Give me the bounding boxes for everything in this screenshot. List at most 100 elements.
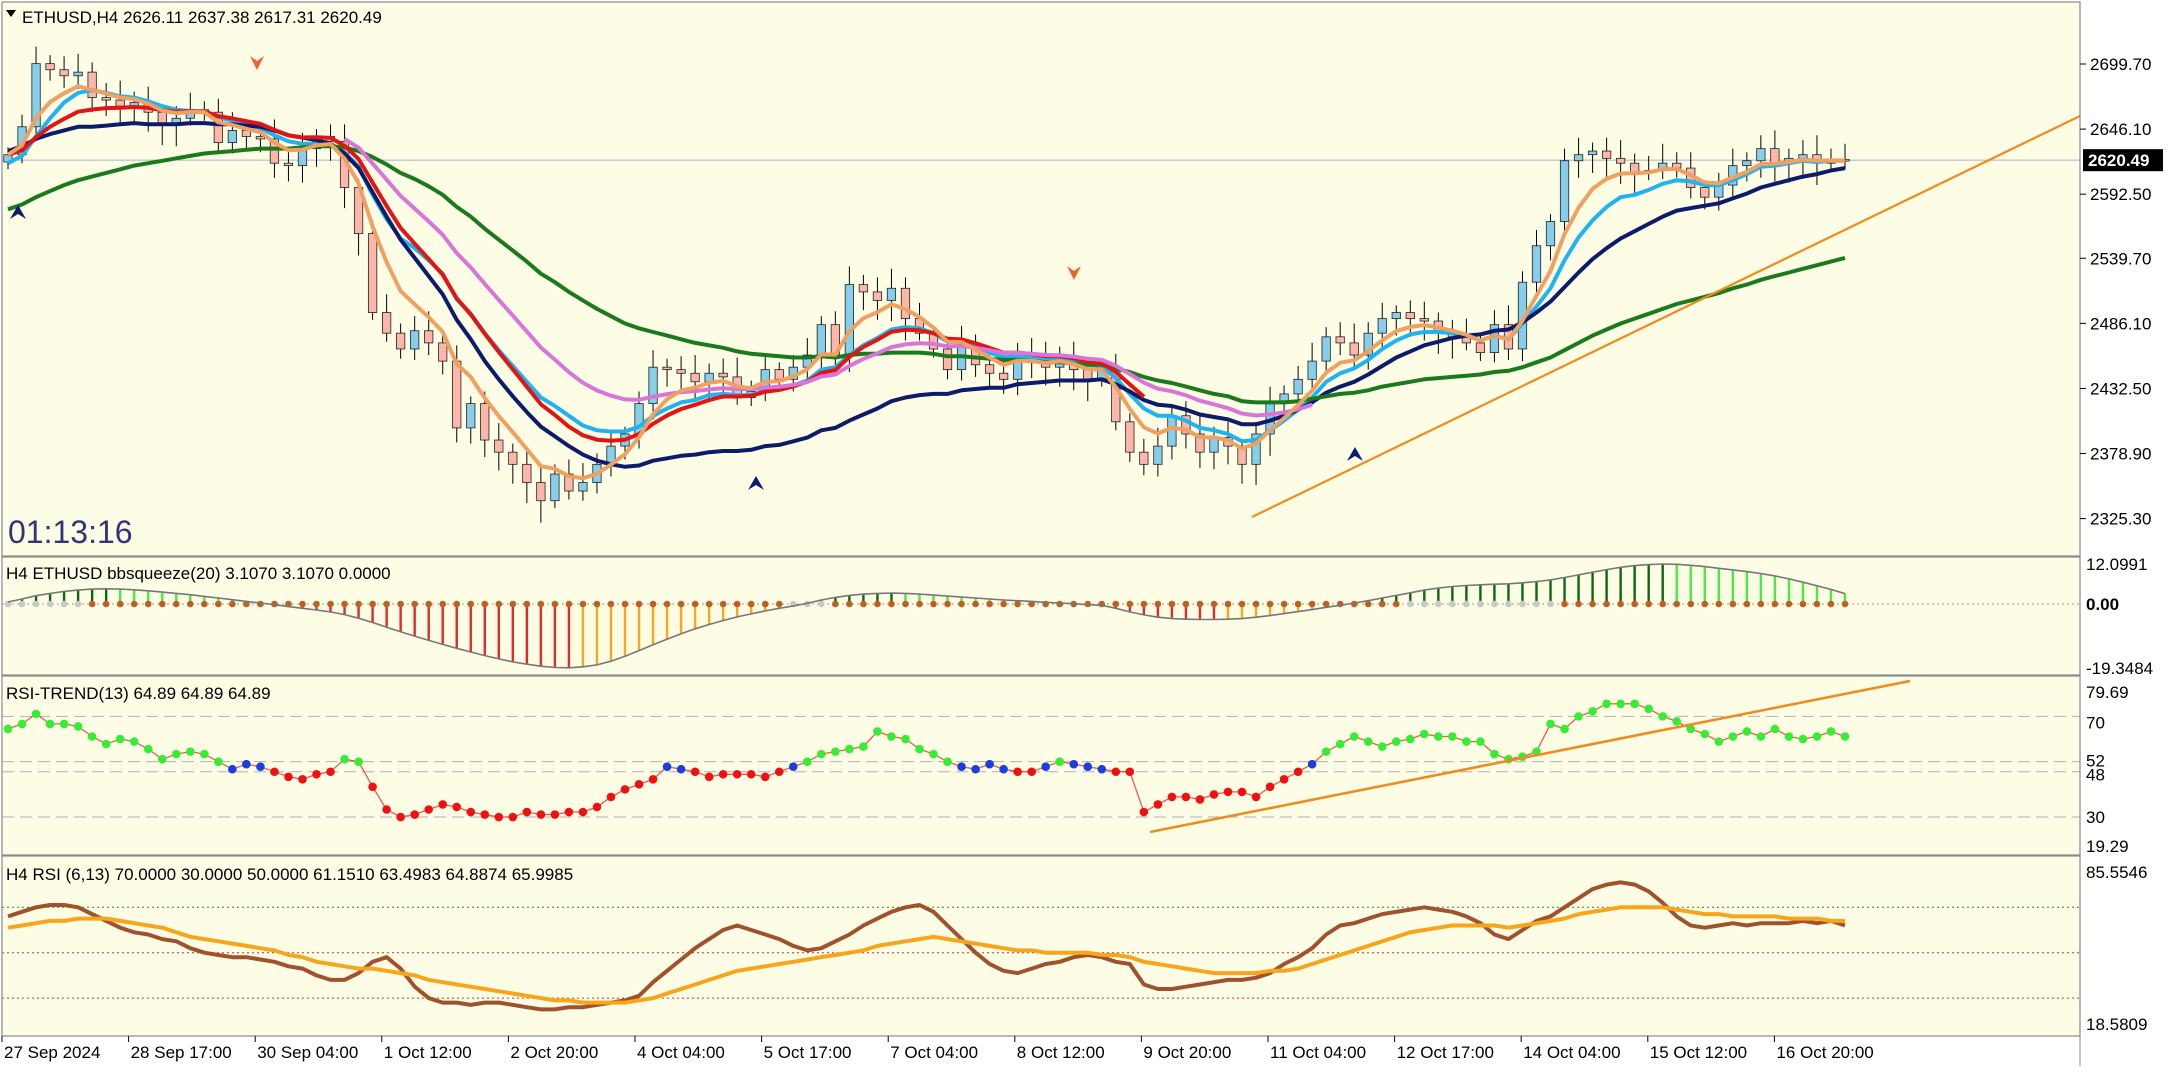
squeeze-plot-layer <box>2 563 2080 669</box>
panel-frames <box>1 1 2081 1066</box>
bar-countdown-timer: 01:13:16 <box>8 514 133 550</box>
rsi-trend-point <box>592 802 602 812</box>
squeeze-state-dot <box>775 600 783 608</box>
symbol-menu-arrow-icon[interactable] <box>6 10 16 17</box>
rsi-trend-point <box>1490 749 1499 759</box>
rsi-trend-point <box>971 764 980 774</box>
rsi-trendline[interactable] <box>1149 679 1911 834</box>
squeeze-state-dot <box>691 600 699 608</box>
squeeze-state-dot <box>425 600 432 608</box>
squeeze-state-dot <box>369 600 376 608</box>
rsi-trend-point <box>522 807 532 817</box>
current-price-value: 2620.49 <box>2088 151 2149 170</box>
candle-body <box>550 473 560 502</box>
rsi-trend-point <box>340 754 349 764</box>
price-tick-label: 2539.70 <box>2090 249 2151 268</box>
squeeze-state-dot <box>1659 600 1667 608</box>
rsi-trend-point <box>1574 712 1583 721</box>
squeeze-state-dot <box>1000 600 1007 608</box>
candle-body <box>1602 150 1612 159</box>
squeeze-state-dot <box>172 600 180 608</box>
candle-body <box>45 63 55 71</box>
squeeze-state-dot <box>1308 600 1316 608</box>
rsi-trend-point <box>943 757 952 766</box>
squeeze-state-dot <box>1589 600 1596 608</box>
price-trendline[interactable] <box>1251 115 2081 518</box>
rsi-trend-point <box>1770 724 1780 734</box>
squeeze-state-dot <box>1785 600 1793 608</box>
candle-body <box>1139 451 1149 465</box>
rsi-trend-point <box>1434 732 1443 741</box>
squeeze-state-dot <box>1280 600 1288 608</box>
squeeze-state-dot <box>46 600 54 608</box>
candle-body <box>1475 342 1486 354</box>
squeeze-envelope-line <box>7 563 1846 669</box>
squeeze-state-dot <box>1687 600 1695 608</box>
rsi-trend-point <box>1167 792 1177 802</box>
squeeze-state-dot <box>32 600 40 608</box>
rsi-trend-point <box>45 719 55 729</box>
price-tick-label: 2486.10 <box>2090 314 2151 333</box>
squeeze-state-dot <box>60 600 68 608</box>
rsi-trend-point <box>662 762 672 772</box>
rsi-trend-point <box>1602 699 1611 709</box>
rsi-trend-point <box>845 744 854 754</box>
candle-body <box>73 71 83 77</box>
rsi-trend-point <box>1027 767 1036 777</box>
fractal-up-arrow-icon <box>10 205 26 219</box>
rsi-trend-point <box>1798 734 1808 744</box>
candle-body <box>1559 160 1570 222</box>
candle-body <box>480 403 490 441</box>
squeeze-state-dot <box>1491 600 1498 608</box>
squeeze-state-dot <box>551 600 559 608</box>
candle-body <box>1307 360 1317 380</box>
time-tick-label: 8 Oct 12:00 <box>1017 1043 1105 1062</box>
rsi-tick-label: 85.5546 <box>2086 863 2147 882</box>
squeeze-state-dot <box>158 600 166 608</box>
rsi-panel-title: H4 RSI (6,13) 70.0000 30.0000 50.0000 61… <box>6 865 573 884</box>
rsi-trend-point <box>1251 792 1261 802</box>
squeeze-state-dot <box>1561 600 1568 608</box>
candle-body <box>1377 318 1387 334</box>
rsi-trend-point <box>270 767 279 777</box>
rsi-trend-point <box>87 732 97 741</box>
rsi-trend-point <box>1279 774 1289 784</box>
rsi-trend-point <box>1560 724 1569 734</box>
rsi-trend-point <box>788 762 798 772</box>
rsi-trend-point <box>256 762 265 772</box>
rsi-trend-point <box>564 807 574 817</box>
main-panel[interactable] <box>2 2 2080 556</box>
time-tick-label: 15 Oct 12:00 <box>1650 1043 1747 1062</box>
rsi-trend-point <box>17 719 27 729</box>
rsi-trend-point <box>31 709 41 719</box>
rsi-trend-panel[interactable] <box>2 676 2080 855</box>
candle-body <box>676 369 686 374</box>
squeeze-state-dot <box>874 600 881 608</box>
rsi-trend-point <box>354 757 363 766</box>
squeeze-state-dot <box>733 600 741 608</box>
rsi-trend-point <box>620 785 630 794</box>
time-tick-label: 12 Oct 17:00 <box>1397 1043 1494 1062</box>
squeeze-state-dot <box>1056 600 1064 608</box>
candle-body <box>1153 445 1163 465</box>
candle-body <box>87 71 97 99</box>
rsi-trend-point <box>59 719 69 729</box>
candle-body <box>1573 154 1584 162</box>
price-tick-label: 2646.10 <box>2090 120 2151 139</box>
squeeze-state-dot <box>201 600 208 608</box>
rsi-trend-point <box>466 807 476 817</box>
time-tick-label: 30 Sep 04:00 <box>257 1043 358 1062</box>
fractal-up-arrow-icon <box>748 476 764 490</box>
time-tick-label: 5 Oct 17:00 <box>764 1043 852 1062</box>
squeeze-state-dot <box>635 600 643 608</box>
rsi-trend-point <box>746 769 756 779</box>
squeeze-state-dot <box>930 600 937 608</box>
squeeze-state-dot <box>1364 600 1372 608</box>
rsi-series-line-2 <box>7 905 1845 1005</box>
rsi-panel[interactable] <box>2 856 2080 1036</box>
panel-frame-sq <box>1 556 2081 676</box>
squeeze-state-dot <box>1631 600 1638 608</box>
rsi-trend-point <box>298 774 307 784</box>
squeeze-state-dot <box>537 600 545 608</box>
